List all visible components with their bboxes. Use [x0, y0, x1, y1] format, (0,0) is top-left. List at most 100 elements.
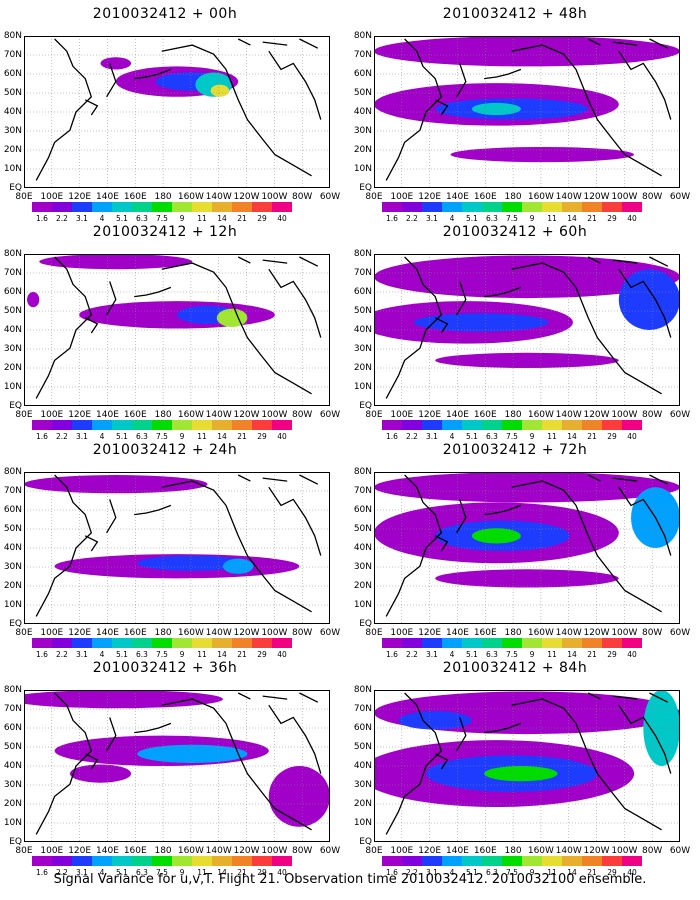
colorbar-tick-label: 14: [567, 214, 577, 223]
colorbar-tick-label: 1.6: [36, 214, 48, 223]
coastline: [35, 38, 93, 181]
latitude-label: 50N: [3, 306, 22, 316]
longitude-label: 80W: [641, 410, 663, 420]
colorbar-tick-label: 4: [449, 432, 455, 441]
longitude-label: 180: [504, 846, 522, 856]
longitude-label: 120E: [68, 846, 92, 856]
colorbar-swatch: [602, 856, 622, 866]
colorbar-tick-label: 21: [237, 868, 247, 877]
coastline: [618, 50, 672, 120]
colorbar-tick-label: 14: [567, 432, 577, 441]
longitude-label: 140W: [555, 192, 582, 202]
longitude-label: 160W: [177, 192, 204, 202]
longitude-label: 140W: [555, 628, 582, 638]
coastline: [35, 256, 93, 399]
longitude-label: 100W: [261, 628, 288, 638]
colorbar-swatch: [92, 638, 112, 648]
longitude-label: 120E: [68, 410, 92, 420]
colorbar-tick-label: 7.5: [156, 650, 168, 659]
map-frame: [24, 254, 330, 406]
colorbar-swatch: [522, 638, 542, 648]
colorbar-tick-label: 1.6: [386, 432, 398, 441]
coastline: [434, 717, 467, 770]
longitude-label: 80W: [291, 846, 313, 856]
latitude-label: 40N: [3, 107, 22, 117]
colorbar-swatch: [232, 638, 252, 648]
colorbar-swatch: [32, 202, 52, 212]
colorbar-swatch: [522, 856, 542, 866]
colorbar: [32, 856, 292, 866]
longitude-label: 160W: [177, 628, 204, 638]
longitude-label: 80E: [15, 846, 33, 856]
longitude-label: 60W: [669, 628, 691, 638]
colorbar-tick-label: 7.5: [156, 868, 168, 877]
latitude-label: 60N: [353, 723, 372, 733]
colorbar-tick-label: 11: [547, 650, 557, 659]
latitude-label: 20N: [3, 581, 22, 591]
longitude-label: 120E: [418, 410, 442, 420]
latitude-label: 80N: [3, 685, 22, 695]
variance-region: [222, 558, 254, 574]
variance-region: [413, 313, 549, 332]
colorbar-tick-label: 2.2: [406, 214, 418, 223]
colorbar-swatch: [422, 202, 442, 212]
longitude-label: 100W: [611, 628, 638, 638]
colorbar-tick-label: 21: [237, 214, 247, 223]
colorbar-swatch: [402, 638, 422, 648]
coastline: [618, 704, 672, 774]
latitude-label: 50N: [353, 524, 372, 534]
longitude-label: 120W: [583, 410, 610, 420]
coastline: [268, 704, 322, 774]
colorbar-tick-label: 29: [257, 868, 267, 877]
longitude-label: 160W: [177, 410, 204, 420]
colorbar-swatch: [622, 420, 642, 430]
colorbar-tick-label: 11: [197, 214, 207, 223]
colorbar-tick-label: 40: [277, 868, 287, 877]
latitude-label: 70N: [3, 486, 22, 496]
colorbar-swatch: [542, 420, 562, 430]
colorbar-swatch: [192, 856, 212, 866]
latitude-label: 50N: [353, 88, 372, 98]
colorbar-tick-label: 9: [179, 650, 185, 659]
variance-region: [435, 569, 619, 588]
latitude-label: 30N: [3, 126, 22, 136]
colorbar-tick-label: 1.6: [36, 432, 48, 441]
map-panel: 2010032412 + 24h 80N 70N 60N 50N 40N 30N 20N 10N…: [0, 442, 340, 659]
latitude-label: 10N: [353, 382, 372, 392]
colorbar-tick-label: 5.1: [466, 214, 478, 223]
longitude-label: 120E: [418, 628, 442, 638]
map-frame: [374, 36, 680, 188]
colorbar-swatch: [462, 856, 482, 866]
longitude-label: 140E: [446, 192, 469, 202]
coastline: [587, 256, 669, 267]
longitude-label: 120W: [583, 846, 610, 856]
colorbar: [32, 420, 292, 430]
colorbar-swatch: [112, 856, 132, 866]
colorbar-swatch: [502, 420, 522, 430]
colorbar-tick-label: 6.3: [486, 214, 498, 223]
colorbar-swatch: [192, 638, 212, 648]
longitude-label: 160W: [527, 846, 554, 856]
colorbar-swatch: [402, 420, 422, 430]
colorbar-tick-label: 4: [99, 650, 105, 659]
colorbar-tick-label: 14: [217, 650, 227, 659]
colorbar-tick-label: 40: [277, 650, 287, 659]
latitude-label: 30N: [353, 780, 372, 790]
latitude-label: 30N: [3, 344, 22, 354]
colorbar-swatch: [542, 856, 562, 866]
colorbar-swatch: [32, 420, 52, 430]
colorbar-swatch: [442, 202, 462, 212]
latitude-label: 10N: [3, 164, 22, 174]
colorbar-tick-label: 29: [257, 650, 267, 659]
colorbar-swatch: [52, 202, 72, 212]
colorbar-tick-label: 40: [627, 868, 637, 877]
colorbar-swatch: [112, 638, 132, 648]
colorbar-swatch: [252, 420, 272, 430]
variance-region: [435, 352, 619, 368]
colorbar-tick-label: 29: [257, 432, 267, 441]
longitude-label: 60W: [319, 846, 341, 856]
latitude-label: 80N: [353, 467, 372, 477]
colorbar-tick-label: 6.3: [486, 650, 498, 659]
colorbar-swatch: [192, 202, 212, 212]
coastline: [511, 44, 662, 177]
